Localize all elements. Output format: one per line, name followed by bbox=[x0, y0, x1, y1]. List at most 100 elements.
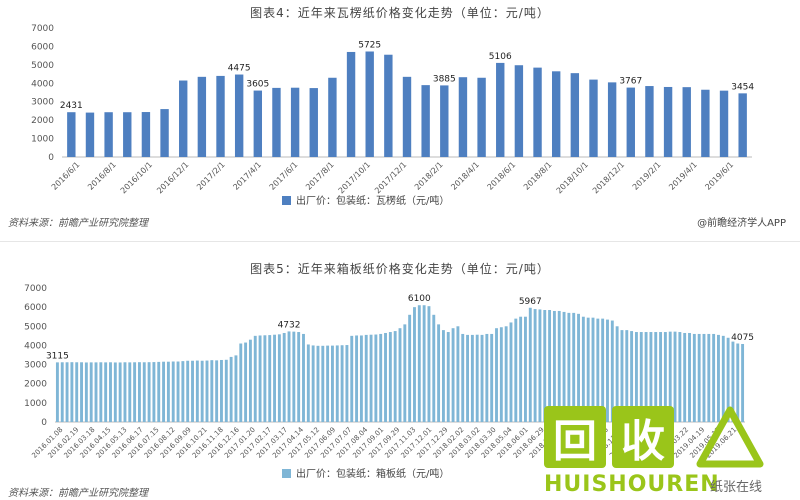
bar bbox=[551, 71, 561, 157]
bar bbox=[253, 90, 263, 157]
legend: 出厂价：包装纸：瓦楞纸（元/吨） bbox=[282, 194, 449, 207]
bar bbox=[663, 86, 673, 157]
x-tick-label: 2019/2/1 bbox=[631, 160, 663, 192]
y-tick-label: 5000 bbox=[24, 322, 47, 332]
x-tick-label: 2016/6/1 bbox=[50, 160, 82, 192]
bar bbox=[528, 307, 532, 422]
bar bbox=[157, 361, 161, 422]
bar bbox=[548, 310, 552, 422]
source-note: 资料来源：前瞻产业研究院整理 bbox=[8, 218, 148, 229]
bar bbox=[678, 332, 682, 422]
bar bbox=[67, 112, 76, 157]
bar bbox=[692, 333, 696, 422]
bar bbox=[626, 87, 635, 157]
bar bbox=[290, 87, 300, 157]
bar bbox=[402, 76, 412, 157]
chart-title: 图表4：近年来瓦楞纸价格变化走势（单位：元/吨） bbox=[250, 6, 550, 20]
data-label: 4475 bbox=[228, 64, 251, 74]
bar bbox=[197, 76, 207, 157]
bar bbox=[123, 362, 127, 422]
bar bbox=[216, 75, 225, 157]
bar bbox=[379, 333, 383, 422]
legend: 出厂价：包装纸：箱板纸（元/吨） bbox=[282, 467, 449, 480]
bar bbox=[166, 361, 170, 422]
bar bbox=[446, 332, 450, 422]
bar bbox=[427, 306, 431, 422]
bar bbox=[721, 335, 725, 422]
bar bbox=[306, 344, 310, 422]
bar bbox=[496, 62, 505, 157]
bar bbox=[89, 362, 93, 422]
bar bbox=[466, 334, 469, 422]
bar bbox=[458, 77, 468, 157]
bar bbox=[273, 334, 276, 422]
bar bbox=[152, 362, 156, 422]
y-tick-label: 1000 bbox=[24, 399, 47, 409]
bar bbox=[128, 362, 132, 422]
x-tick-label: 2016/10/1 bbox=[119, 160, 154, 195]
bar bbox=[552, 310, 556, 422]
data-label: 5725 bbox=[358, 40, 381, 50]
bar bbox=[702, 333, 706, 422]
bar bbox=[485, 333, 489, 422]
bar bbox=[384, 332, 387, 422]
bar bbox=[253, 335, 257, 422]
y-tick-label: 2000 bbox=[31, 116, 54, 126]
bar bbox=[421, 85, 430, 157]
data-label: 3115 bbox=[46, 351, 69, 361]
y-tick-label: 6000 bbox=[31, 42, 54, 52]
bar bbox=[297, 332, 301, 422]
legend-label: 出厂价：包装纸：箱板纸（元/吨） bbox=[296, 467, 449, 480]
y-tick-label: 3000 bbox=[31, 98, 54, 108]
bar bbox=[736, 343, 740, 422]
bar bbox=[224, 359, 228, 422]
bar bbox=[220, 359, 223, 422]
y-tick-label: 2000 bbox=[24, 380, 47, 390]
bar bbox=[302, 333, 305, 422]
bar bbox=[179, 80, 188, 157]
bar bbox=[630, 331, 634, 422]
bar bbox=[137, 362, 141, 422]
bar bbox=[104, 112, 113, 157]
data-label: 3885 bbox=[433, 74, 456, 84]
y-tick-label: 1000 bbox=[31, 135, 54, 145]
bar bbox=[408, 314, 412, 422]
x-tick-label: 2017/2/1 bbox=[195, 160, 227, 192]
y-tick-label: 7000 bbox=[31, 24, 54, 34]
bar bbox=[480, 334, 484, 422]
bar bbox=[309, 88, 318, 157]
bar bbox=[282, 332, 286, 422]
chart-panel-boxboard: 图表5：近年来箱板纸价格变化走势（单位：元/吨） 0 1000 2000 3000 40… bbox=[0, 248, 800, 500]
bar bbox=[538, 309, 542, 422]
bar bbox=[321, 345, 325, 422]
bar bbox=[340, 345, 344, 422]
y-tick-label: 0 bbox=[41, 418, 47, 428]
bar bbox=[717, 334, 720, 422]
source-note: 资料来源：前瞻产业研究院整理 bbox=[8, 488, 148, 499]
bar bbox=[364, 334, 368, 422]
bar bbox=[533, 309, 537, 422]
bar bbox=[610, 320, 614, 422]
data-label: 2431 bbox=[60, 101, 83, 111]
x-tick-label: 2016/8/1 bbox=[86, 160, 118, 192]
bar bbox=[355, 335, 359, 422]
bar bbox=[596, 318, 600, 422]
bar bbox=[346, 51, 356, 158]
bar bbox=[591, 317, 595, 422]
bar bbox=[331, 345, 334, 422]
bar bbox=[741, 343, 745, 422]
bar bbox=[345, 345, 349, 422]
bar bbox=[620, 330, 624, 422]
x-tick-label: 2017/12/1 bbox=[373, 160, 408, 195]
bar bbox=[258, 335, 262, 422]
bar bbox=[292, 331, 296, 422]
x-tick-label: 2018/2/1 bbox=[413, 160, 445, 192]
y-tick-label: 0 bbox=[48, 153, 54, 163]
bar bbox=[570, 73, 580, 157]
bar bbox=[738, 93, 747, 157]
bar bbox=[75, 362, 79, 422]
x-tick-label: 2018/8/1 bbox=[522, 160, 554, 192]
bar bbox=[272, 87, 281, 157]
y-tick-label: 7000 bbox=[24, 284, 47, 294]
bar bbox=[398, 328, 402, 422]
